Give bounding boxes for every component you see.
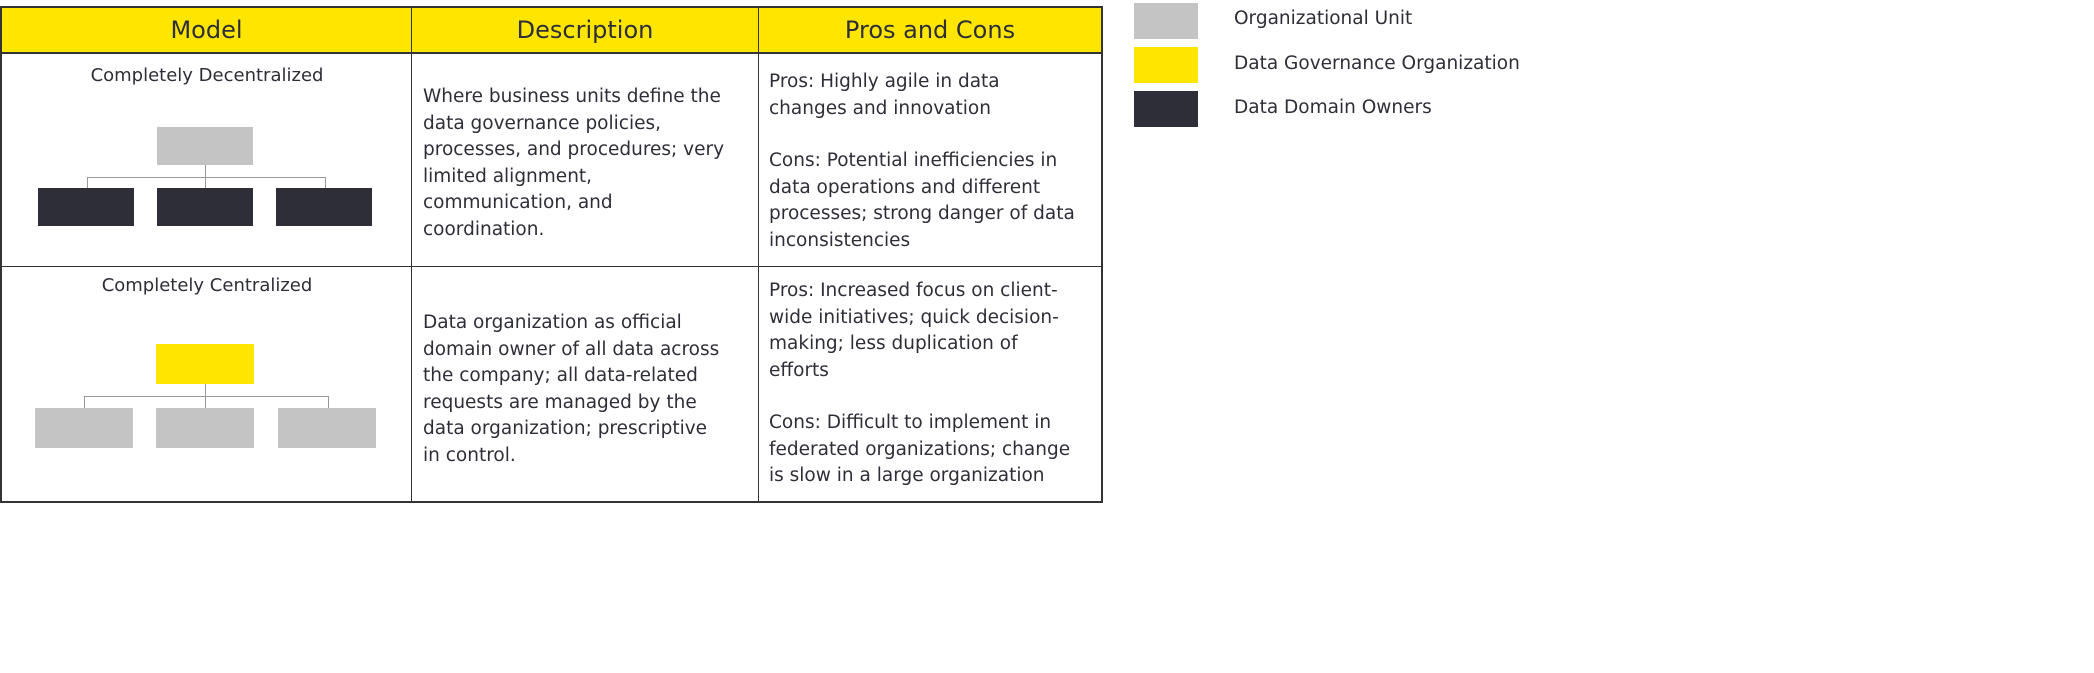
org-unit-box (278, 408, 376, 448)
legend-swatch-domain-owners (1134, 91, 1198, 127)
connector-line (328, 396, 329, 408)
connector-line (205, 165, 206, 177)
connector-line (84, 396, 328, 397)
legend-label-org-unit: Organizational Unit (1234, 8, 1413, 29)
connector-line (205, 396, 206, 408)
connector-line (87, 177, 325, 178)
connector-line (325, 177, 326, 188)
column-divider (411, 8, 412, 501)
cons-centralized: Cons: Difficult to implement in federate… (769, 412, 1071, 486)
pros-decentralized: Pros: Highly agile in data changes and i… (769, 71, 1000, 119)
governance-org-box (156, 344, 254, 384)
description-decentralized: Where business units define the data gov… (423, 86, 725, 240)
header-pros-cons: Pros and Cons (759, 8, 1101, 54)
domain-owner-box (157, 188, 253, 226)
domain-owner-box (276, 188, 372, 226)
org-unit-box (157, 127, 253, 165)
legend-label-governance-org: Data Governance Organization (1234, 53, 1520, 74)
connector-line (87, 177, 88, 188)
row-divider (2, 266, 1101, 267)
connector-line (84, 396, 85, 408)
governance-models-table: Model Description Pros and Cons Complete… (0, 6, 1103, 503)
legend-swatch-org-unit (1134, 3, 1198, 39)
header-model: Model (2, 8, 412, 54)
domain-owner-box (38, 188, 134, 226)
org-unit-box (156, 408, 254, 448)
model-label-decentralized: Completely Decentralized (90, 65, 324, 86)
connector-line (205, 384, 206, 396)
header-description: Description (412, 8, 759, 54)
org-unit-box (35, 408, 133, 448)
connector-line (205, 177, 206, 188)
pros-centralized: Pros: Increased focus on client- wide in… (769, 280, 1059, 381)
model-label-centralized: Completely Centralized (101, 275, 313, 296)
column-divider (758, 8, 759, 501)
cons-decentralized: Cons: Potential inefficiencies in data o… (769, 150, 1075, 251)
description-centralized: Data organization as official domain own… (423, 312, 720, 466)
legend-swatch-governance-org (1134, 47, 1198, 83)
legend-label-domain-owners: Data Domain Owners (1234, 97, 1432, 118)
